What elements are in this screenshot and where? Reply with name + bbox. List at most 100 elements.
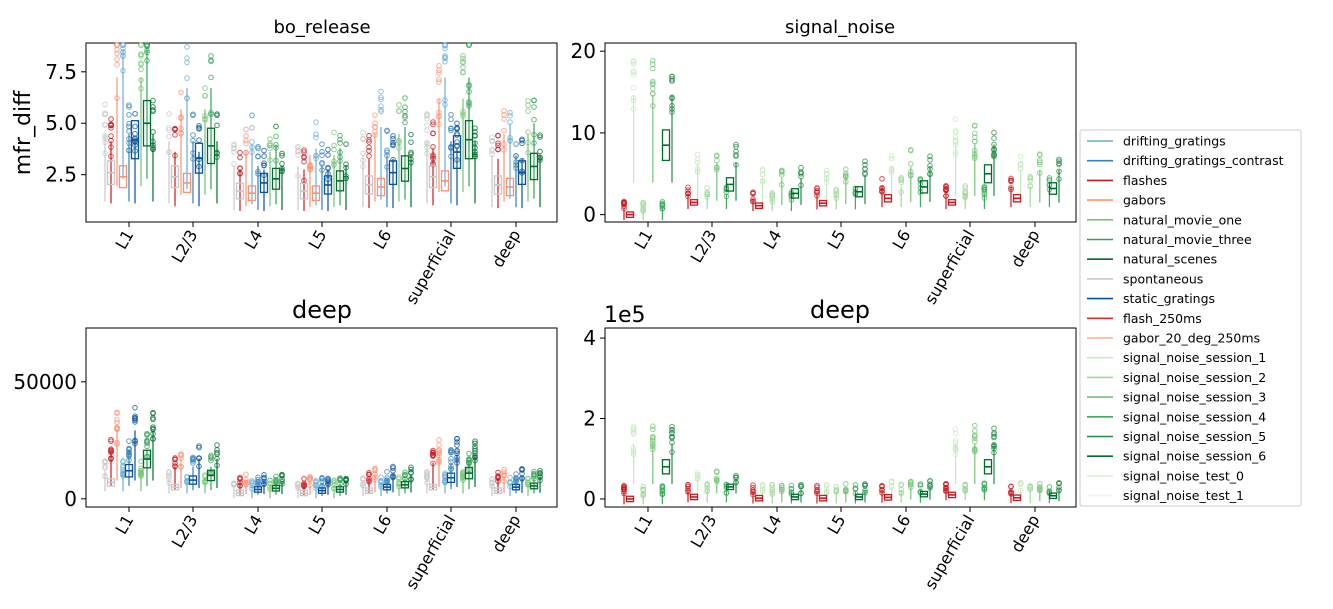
outlier-point (1017, 162, 1024, 168)
outlier-point (733, 141, 739, 148)
outlier-point (231, 142, 237, 149)
legend-label: flashes (1123, 173, 1167, 188)
outlier-point (908, 146, 914, 153)
outlier-point (460, 69, 466, 76)
x-tick-label: L4 (759, 512, 785, 538)
outlier-point (436, 449, 442, 455)
outlier-point (196, 126, 202, 132)
outlier-point (650, 81, 656, 88)
outlier-point (659, 484, 666, 491)
outlier-point (694, 472, 701, 478)
outlier-point (489, 476, 495, 482)
outlier-point (531, 116, 537, 123)
outlier-point (630, 431, 637, 437)
outlier-point (898, 482, 905, 489)
outlier-point (1027, 485, 1033, 491)
outlier-point (114, 50, 120, 57)
outlier-point (430, 121, 436, 128)
outlier-point (519, 136, 525, 143)
x-tick-label: L4 (240, 227, 266, 253)
x-tick-label: L6 (369, 227, 395, 253)
outlier-point (927, 481, 933, 487)
x-tick-label: superficial (402, 512, 460, 593)
outlier-point (337, 136, 343, 143)
outlier-point (1017, 153, 1024, 160)
x-tick-label: L1 (630, 227, 656, 253)
legend-label: drifting_gratings (1123, 134, 1226, 149)
outlier-point (750, 190, 756, 197)
outlier-point (402, 95, 408, 101)
outlier-point (424, 471, 430, 477)
outlier-point (659, 199, 666, 205)
outlier-point (331, 142, 337, 149)
outlier-point (267, 480, 273, 487)
outlier-point (319, 152, 325, 159)
outlier-point (1037, 161, 1043, 168)
outlier-point (489, 148, 495, 154)
outlier-point (685, 184, 691, 191)
outlier-point (436, 447, 442, 454)
outlier-point (384, 127, 390, 134)
outlier-point (150, 415, 156, 421)
outlier-point (898, 174, 905, 181)
outlier-point (448, 447, 454, 453)
outlier-point (537, 148, 543, 155)
outlier-point (898, 177, 905, 183)
outlier-point (630, 59, 637, 65)
outlier-point (396, 102, 402, 108)
outlier-point (460, 53, 466, 59)
outlier-point (442, 43, 448, 49)
outlier-point (1037, 157, 1043, 164)
outlier-point (525, 108, 531, 114)
outlier-point (366, 148, 372, 154)
outlier-point (166, 111, 172, 117)
outlier-point (908, 160, 914, 167)
outlier-point (178, 89, 184, 96)
outlier-point (313, 119, 319, 125)
outlier-point (669, 433, 675, 440)
outlier-point (384, 469, 390, 475)
outlier-point (132, 110, 138, 117)
outlier-point (196, 444, 202, 451)
legend-label: natural_movie_three (1123, 232, 1252, 247)
outlier-point (917, 482, 924, 489)
outlier-point (166, 125, 172, 131)
outlier-point (208, 57, 214, 64)
outlier-point (343, 141, 349, 147)
outlier-point (537, 132, 543, 139)
outlier-point (196, 443, 202, 449)
outlier-point (255, 145, 261, 152)
outlier-point (640, 486, 647, 492)
outlier-point (537, 134, 543, 140)
outlier-point (972, 130, 978, 137)
outlier-point (402, 119, 408, 126)
outlier-point (132, 135, 138, 142)
outlier-point (144, 431, 150, 438)
x-tick-label: L6 (888, 227, 914, 253)
outlier-point (114, 409, 120, 416)
outlier-point (126, 438, 132, 444)
outlier-point (319, 148, 325, 155)
outlier-point (1056, 480, 1062, 487)
outlier-point (190, 456, 196, 463)
outlier-point (424, 113, 430, 119)
outlier-point (261, 153, 267, 160)
panel-3-frame (85, 327, 558, 508)
legend-label: drifting_gratings_contrast (1123, 153, 1284, 168)
outlier-point (301, 147, 307, 153)
outlier-point (466, 456, 472, 462)
outlier-point (114, 419, 120, 425)
outlier-point (102, 458, 108, 465)
outlier-point (952, 116, 959, 123)
outlier-point (208, 74, 214, 81)
legend-label: signal_noise_session_3 (1123, 390, 1266, 405)
legend-label: natural_scenes (1123, 252, 1217, 267)
outlier-point (798, 483, 804, 490)
outlier-point (295, 480, 301, 487)
outlier-point (372, 112, 378, 118)
outlier-point (184, 75, 190, 81)
outlier-point (981, 186, 988, 193)
outlier-point (991, 129, 997, 136)
outlier-point (621, 483, 627, 490)
outlier-point (372, 120, 378, 127)
